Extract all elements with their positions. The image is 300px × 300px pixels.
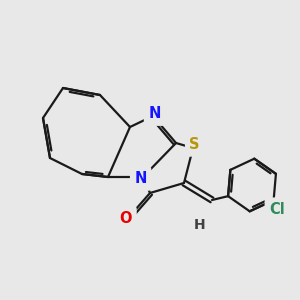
Text: N: N (133, 169, 148, 188)
Text: S: S (189, 137, 200, 152)
Text: O: O (120, 211, 132, 226)
Text: H: H (194, 218, 206, 232)
Text: H: H (193, 216, 208, 234)
Text: S: S (188, 135, 201, 154)
Text: N: N (147, 104, 162, 123)
Text: N: N (134, 171, 147, 186)
Text: N: N (148, 106, 161, 121)
Text: Cl: Cl (270, 202, 285, 217)
Text: Cl: Cl (267, 200, 288, 219)
Text: O: O (118, 209, 134, 228)
